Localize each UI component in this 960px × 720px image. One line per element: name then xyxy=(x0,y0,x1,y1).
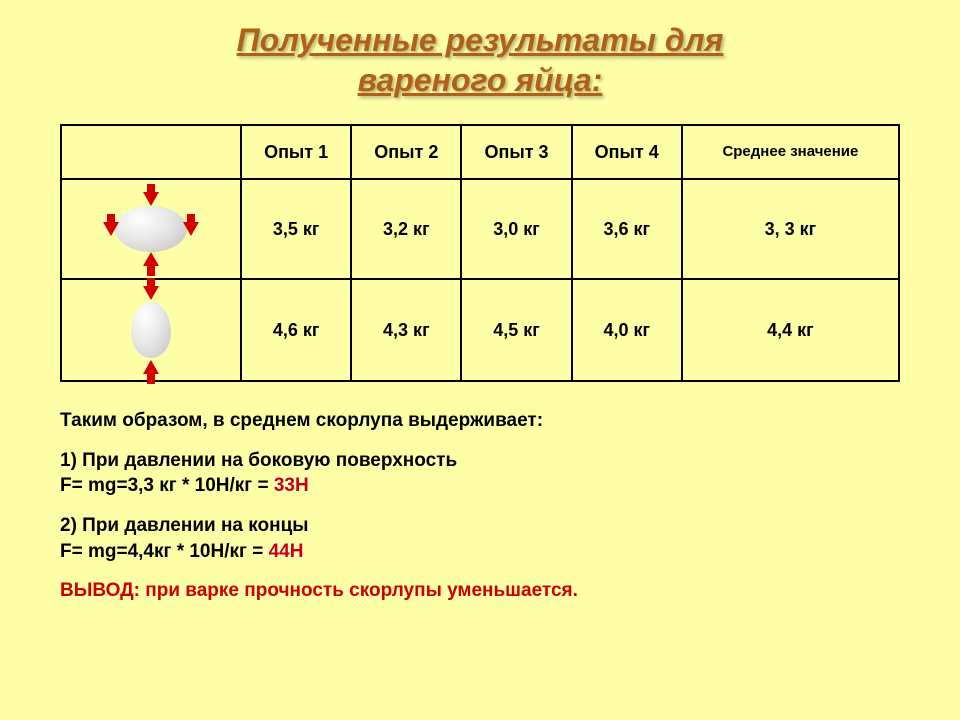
cell-average: 4,4 кг xyxy=(682,279,899,381)
arrow-down-icon xyxy=(143,192,159,206)
cell: 3,2 кг xyxy=(351,179,461,279)
arrow-down-icon xyxy=(103,222,119,236)
body-text: Таким образом, в среднем скорлупа выдерж… xyxy=(60,408,900,604)
header-average: Среднее значение xyxy=(682,125,899,179)
table-header-row: Опыт 1 Опыт 2 Опыт 3 Опыт 4 Среднее знач… xyxy=(61,125,899,179)
cell: 4,5 кг xyxy=(461,279,571,381)
case2-formula-prefix: F= mg= xyxy=(60,541,128,562)
cell: 3,0 кг xyxy=(461,179,571,279)
results-table: Опыт 1 Опыт 2 Опыт 3 Опыт 4 Среднее знач… xyxy=(60,124,900,382)
case2-formula-calc: 4,4кг * 10Н/кг = xyxy=(128,541,269,562)
header-trial-3: Опыт 3 xyxy=(461,125,571,179)
egg-vertical-icon xyxy=(131,302,171,358)
case2-label: 2) При давлении на концы xyxy=(60,515,309,536)
cell: 4,3 кг xyxy=(351,279,461,381)
cell: 3,6 кг xyxy=(572,179,682,279)
case1-result: 33Н xyxy=(274,475,309,496)
case1-formula-calc: 3,3 кг * 10Н/кг = xyxy=(128,475,274,496)
conclusion: ВЫВОД: при варке прочность скорлупы умен… xyxy=(60,578,900,604)
egg-horizontal-icon xyxy=(115,206,187,252)
header-trial-1: Опыт 1 xyxy=(241,125,351,179)
egg-vertical-cell xyxy=(61,279,241,381)
intro-text: Таким образом, в среднем скорлупа выдерж… xyxy=(60,408,900,434)
arrow-up-icon xyxy=(143,252,159,266)
conclusion-text: при варке прочность скорлупы уменьшается… xyxy=(145,580,578,601)
cell: 4,6 кг xyxy=(241,279,351,381)
case1-label: 1) При давлении на боковую поверхность xyxy=(60,450,457,471)
case2-result: 44Н xyxy=(269,541,304,562)
arrow-down-icon xyxy=(183,222,199,236)
egg-horizontal-cell xyxy=(61,179,241,279)
case-2: 2) При давлении на концы F= mg=4,4кг * 1… xyxy=(60,513,900,564)
cell: 3,5 кг xyxy=(241,179,351,279)
header-blank xyxy=(61,125,241,179)
page-title: Полученные результаты для вареного яйца: xyxy=(60,20,900,100)
arrow-down-icon xyxy=(143,286,159,300)
arrow-up-icon xyxy=(143,360,159,374)
header-trial-4: Опыт 4 xyxy=(572,125,682,179)
table-row: 4,6 кг 4,3 кг 4,5 кг 4,0 кг 4,4 кг xyxy=(61,279,899,381)
case-1: 1) При давлении на боковую поверхность F… xyxy=(60,448,900,499)
title-line-2: вареного яйца: xyxy=(358,62,603,98)
header-trial-2: Опыт 2 xyxy=(351,125,461,179)
title-line-1: Полученные результаты для xyxy=(237,22,724,58)
conclusion-label: ВЫВОД: xyxy=(60,580,145,601)
case1-formula-prefix: F= mg= xyxy=(60,475,128,496)
cell-average: 3, 3 кг xyxy=(682,179,899,279)
table-row: 3,5 кг 3,2 кг 3,0 кг 3,6 кг 3, 3 кг xyxy=(61,179,899,279)
cell: 4,0 кг xyxy=(572,279,682,381)
